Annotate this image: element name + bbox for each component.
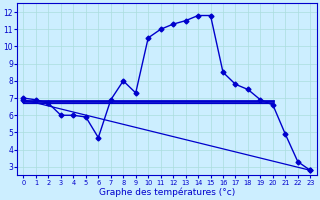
- X-axis label: Graphe des températures (°c): Graphe des températures (°c): [99, 187, 235, 197]
